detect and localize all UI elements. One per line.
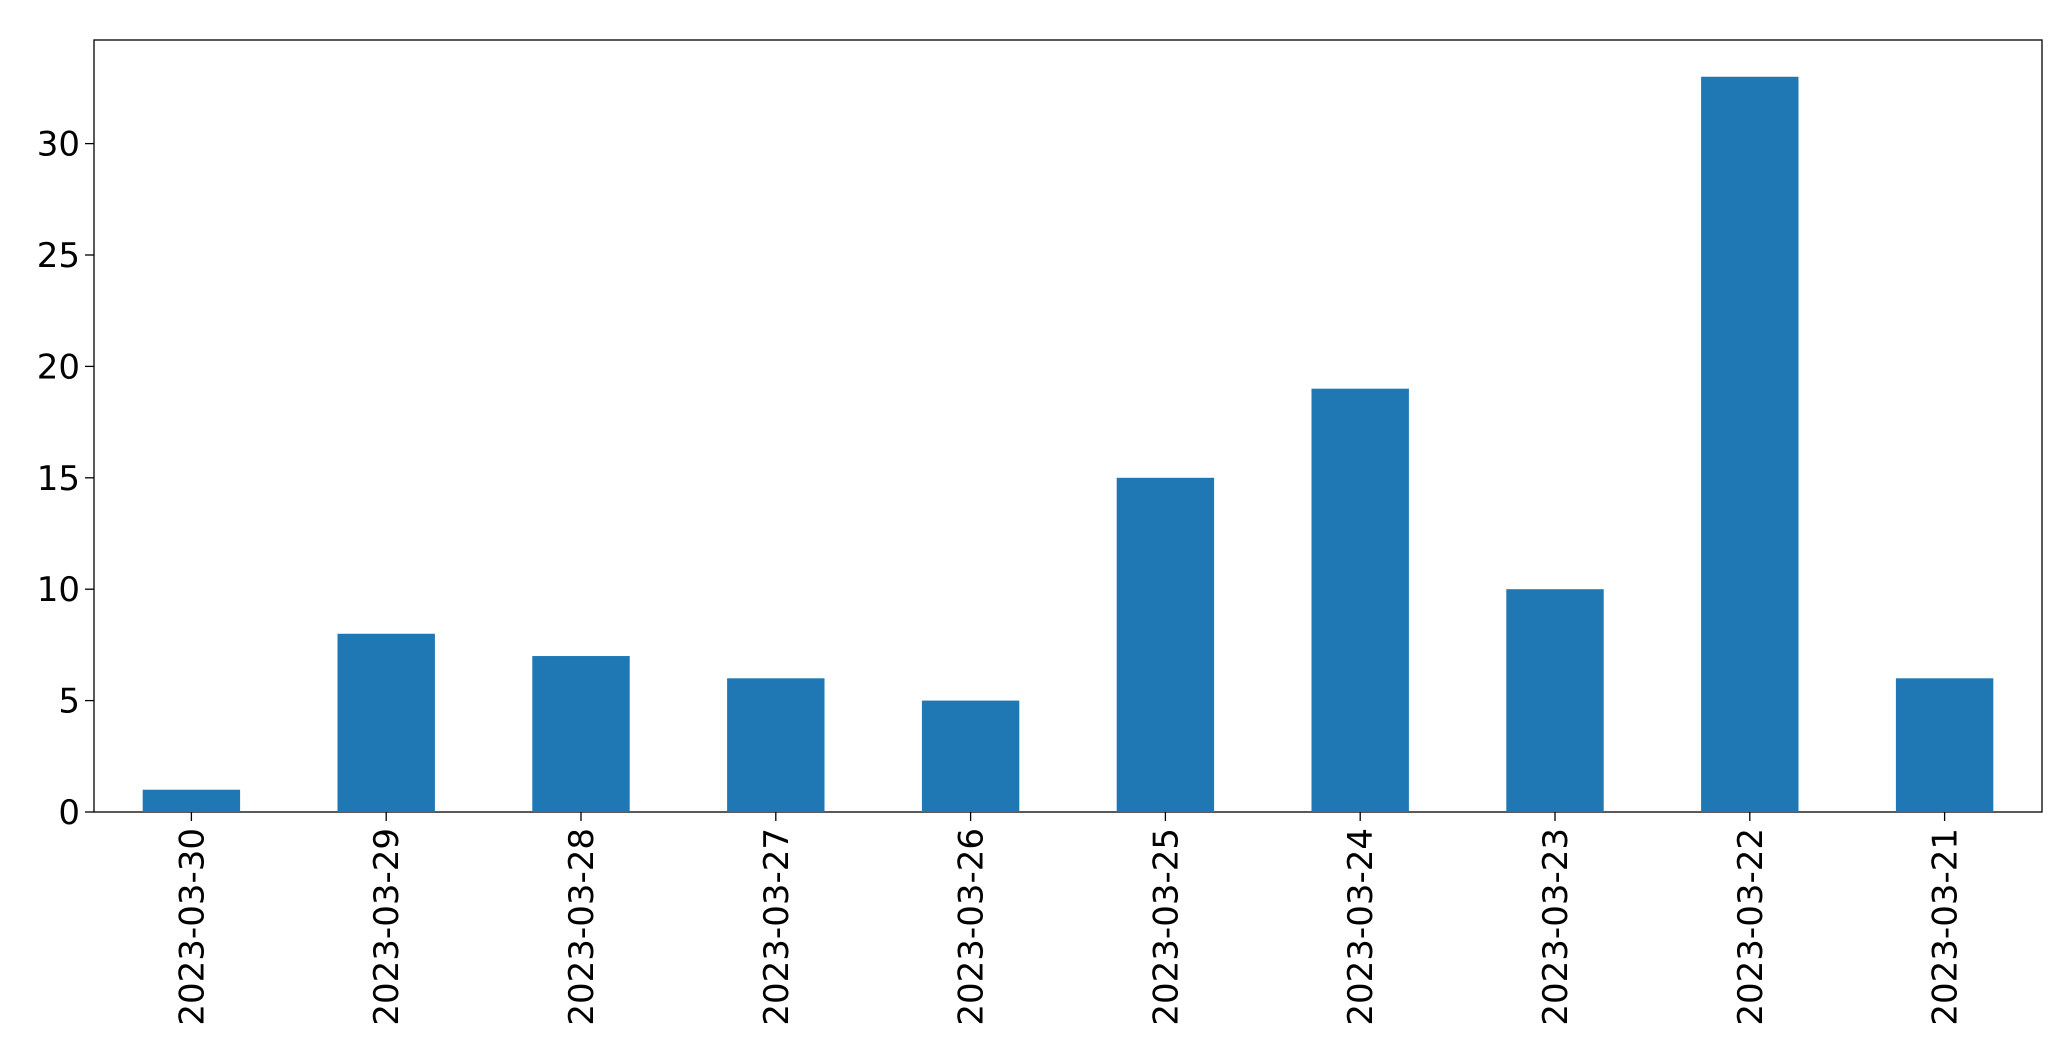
x-tick-label: 2023-03-21 xyxy=(1926,828,1966,1026)
x-tick-label: 2023-03-29 xyxy=(367,828,407,1026)
y-tick-label: 20 xyxy=(37,347,80,387)
bar xyxy=(1311,388,1409,812)
bar xyxy=(337,633,435,812)
x-tick-label: 2023-03-30 xyxy=(172,828,212,1026)
x-tick-label: 2023-03-28 xyxy=(562,828,602,1026)
x-tick-label: 2023-03-25 xyxy=(1146,828,1186,1026)
bar xyxy=(921,700,1020,812)
bar xyxy=(1701,76,1799,812)
y-tick-label: 5 xyxy=(58,682,80,722)
y-tick-label: 15 xyxy=(37,459,80,499)
bar xyxy=(142,789,241,812)
bar xyxy=(1895,678,1994,812)
y-tick-label: 0 xyxy=(58,793,80,833)
bar xyxy=(727,678,825,812)
bar xyxy=(1116,477,1215,812)
x-tick-label: 2023-03-27 xyxy=(757,828,797,1026)
x-tick-label: 2023-03-26 xyxy=(952,828,992,1026)
bar xyxy=(532,656,630,812)
x-tick-label: 2023-03-23 xyxy=(1536,828,1576,1026)
y-tick-label: 25 xyxy=(37,236,80,276)
x-tick-label: 2023-03-22 xyxy=(1731,828,1771,1026)
y-tick-label: 10 xyxy=(37,570,80,610)
bar xyxy=(1506,589,1604,812)
axes-frame xyxy=(93,39,2043,813)
y-tick-label: 30 xyxy=(37,125,80,165)
x-tick-label: 2023-03-24 xyxy=(1341,828,1381,1026)
